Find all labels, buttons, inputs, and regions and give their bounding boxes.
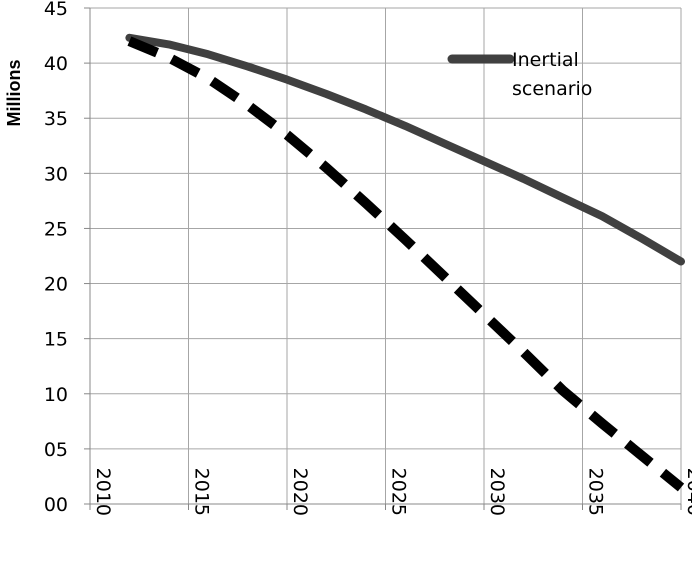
series-line-inertial (125, 33, 685, 266)
y-tick-label: 10 (44, 384, 68, 406)
y-tick-label: 35 (44, 108, 68, 130)
axes (84, 7, 682, 510)
y-axis-label: Millions (4, 60, 24, 127)
y-tick-label: 30 (44, 163, 68, 185)
x-tick-label: 2035 (585, 468, 607, 516)
x-tick-label: 2025 (388, 468, 410, 516)
series-line-dashed (127, 36, 685, 492)
y-tick-label: 40 (44, 53, 68, 75)
y-tick-label: 25 (44, 218, 68, 240)
x-tick-label: 2010 (92, 468, 114, 516)
legend-label-line1: Inertial (512, 49, 579, 71)
series-layer (125, 33, 685, 492)
y-tick-label: 05 (44, 439, 68, 461)
y-tick-label: 15 (44, 329, 68, 351)
x-tick-label: 2040 (683, 468, 692, 516)
y-tick-label: 20 (44, 274, 68, 296)
x-tick-label: 2015 (191, 468, 213, 516)
x-tick-label: 2030 (486, 468, 508, 516)
x-tick-labels: 2010 2015 2020 2025 2030 2035 2040 (92, 468, 692, 516)
legend: Inertial scenario (447, 49, 592, 100)
y-tick-label: 00 (44, 494, 68, 516)
x-tick-label: 2020 (289, 468, 311, 516)
y-tick-labels: 00 05 10 15 20 25 30 35 40 45 (44, 0, 68, 516)
legend-label-line2: scenario (512, 78, 592, 100)
y-tick-label: 45 (44, 0, 68, 20)
